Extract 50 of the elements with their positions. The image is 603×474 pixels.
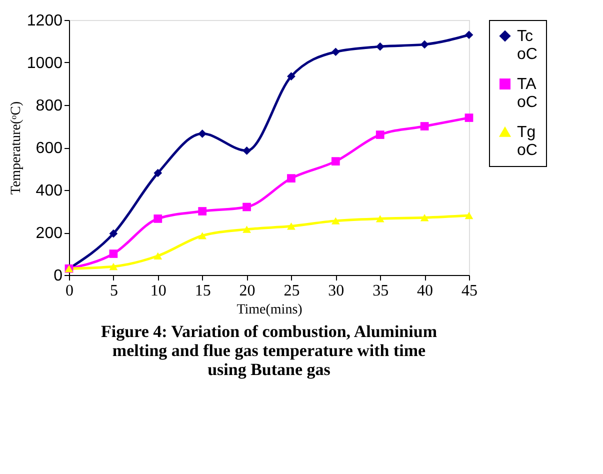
point — [331, 217, 340, 224]
point — [464, 212, 474, 220]
point — [154, 168, 162, 178]
x-tick-label: 10 — [150, 282, 166, 300]
point — [287, 72, 296, 80]
point — [198, 232, 207, 240]
point — [242, 146, 251, 155]
x-tick-label: 40 — [417, 282, 434, 300]
x-tick-label: 20 — [239, 282, 256, 300]
point — [198, 130, 207, 138]
legend-label: TA oC — [517, 76, 538, 111]
point — [242, 226, 251, 233]
caption: Figure 4: Variation of combustion, Aluminium melting and flue gas temperature with time using Butane gas — [101, 322, 437, 379]
point — [154, 252, 162, 260]
point — [198, 207, 207, 216]
point — [420, 40, 429, 49]
point — [331, 157, 340, 166]
point — [154, 214, 162, 223]
point — [242, 202, 251, 212]
point — [109, 250, 118, 258]
y-tick-label: 400 — [36, 182, 63, 200]
x-tick-label: 15 — [194, 282, 211, 300]
x-tick-label: 45 — [462, 282, 478, 300]
point — [331, 48, 340, 56]
point — [376, 215, 384, 222]
x-tick-label: 0 — [66, 282, 74, 300]
x-tick-label: 5 — [110, 282, 118, 300]
x-tick-label: 35 — [372, 282, 389, 300]
x-tick-label: 25 — [284, 282, 300, 300]
point — [109, 229, 118, 238]
legend-label: Tc oC — [517, 28, 538, 63]
point — [420, 122, 429, 130]
x-tick-label: 30 — [328, 282, 344, 300]
point — [464, 114, 474, 122]
point — [109, 262, 118, 270]
y-tick-label: 200 — [36, 225, 63, 242]
point — [287, 222, 296, 230]
point — [287, 174, 296, 182]
legend-label: Tg oC — [517, 124, 538, 159]
point — [420, 214, 429, 222]
y-tick-label: 0 — [54, 268, 63, 284]
y-tick-label: 600 — [36, 140, 63, 157]
y-tick-label: 1200 — [26, 12, 63, 30]
point — [376, 42, 384, 51]
y-tick-label: 1000 — [26, 55, 63, 72]
y-tick-label: 800 — [36, 98, 63, 114]
y-axis-title: Temperature(ᵒC) — [8, 101, 24, 195]
x-axis-title: Time(mins) — [236, 302, 303, 318]
point — [376, 130, 384, 139]
point — [464, 30, 474, 40]
